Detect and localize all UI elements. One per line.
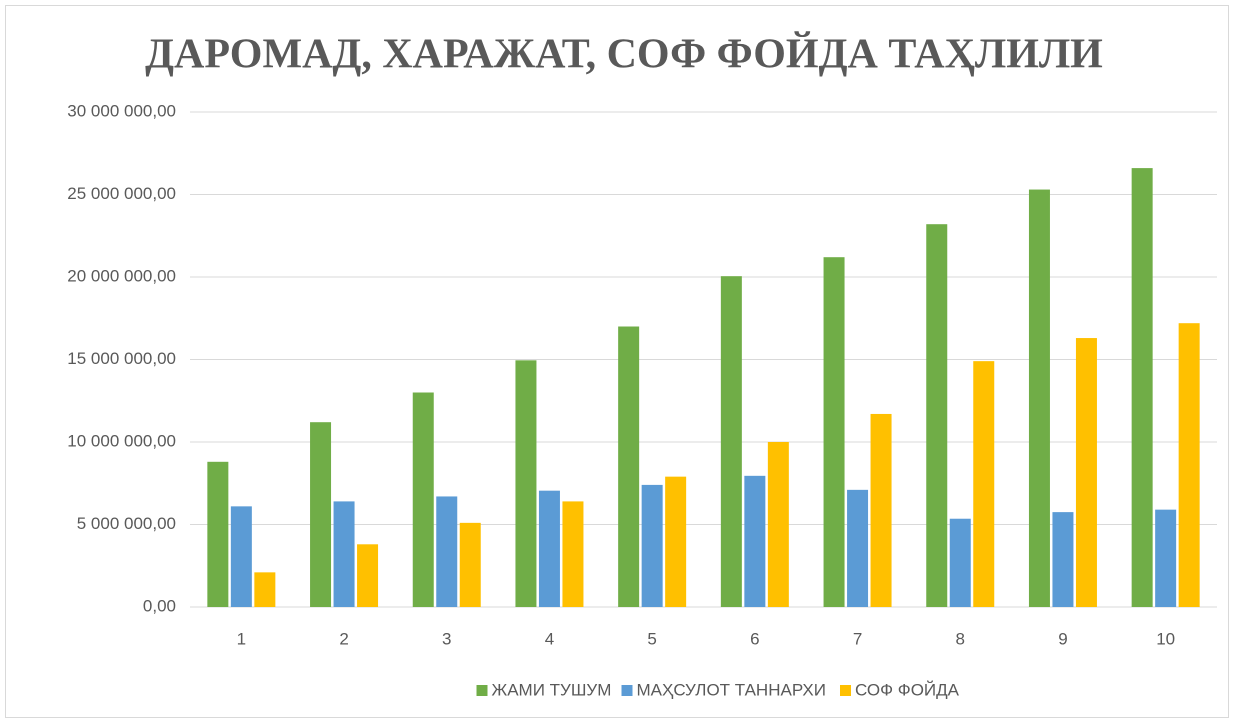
bar bbox=[333, 501, 355, 607]
bar bbox=[310, 422, 332, 607]
legend-label: СОФ ФОЙДА bbox=[855, 680, 960, 699]
bar bbox=[357, 544, 379, 607]
y-tick-label: 30 000 000,00 bbox=[67, 101, 176, 120]
bar bbox=[207, 461, 229, 607]
bar bbox=[230, 506, 252, 607]
x-tick-label: 4 bbox=[545, 629, 554, 648]
bar bbox=[562, 501, 584, 607]
bar bbox=[1155, 509, 1177, 607]
bar bbox=[515, 360, 537, 607]
bar bbox=[436, 496, 458, 607]
x-tick-label: 5 bbox=[647, 629, 656, 648]
x-tick-label: 2 bbox=[339, 629, 348, 648]
y-tick-label: 20 000 000,00 bbox=[67, 266, 176, 285]
bar bbox=[641, 484, 663, 607]
x-tick-label: 7 bbox=[853, 629, 862, 648]
legend-swatch bbox=[476, 685, 488, 696]
chart-title: ДАРОМАД, ХАРАЖАТ, СОФ ФОЙДА ТАҲЛИЛИ bbox=[145, 32, 1103, 78]
x-tick-label: 8 bbox=[956, 629, 965, 648]
x-tick-label: 10 bbox=[1156, 629, 1175, 648]
y-tick-label: 10 000 000,00 bbox=[67, 431, 176, 450]
bar bbox=[538, 490, 560, 607]
bar bbox=[870, 413, 892, 607]
legend-label: ЖАМИ ТУШУМ bbox=[492, 680, 612, 699]
bar bbox=[1075, 338, 1097, 607]
bar bbox=[459, 522, 481, 607]
bar bbox=[665, 476, 687, 607]
bar bbox=[618, 326, 640, 607]
bar bbox=[949, 518, 971, 607]
bar bbox=[1052, 512, 1074, 607]
legend-swatch bbox=[840, 685, 851, 696]
bar bbox=[254, 572, 276, 607]
x-tick-label: 6 bbox=[750, 629, 759, 648]
bar bbox=[847, 489, 869, 607]
legend-label: МАҲСУЛОТ ТАННАРХИ bbox=[637, 680, 826, 699]
y-tick-label: 0,00 bbox=[143, 596, 176, 615]
bar bbox=[1028, 189, 1050, 608]
bar bbox=[767, 442, 789, 607]
bar bbox=[1131, 168, 1153, 607]
bar bbox=[926, 224, 948, 607]
y-tick-label: 5 000 000,00 bbox=[77, 514, 176, 533]
bar bbox=[720, 276, 742, 607]
x-tick-label: 9 bbox=[1058, 629, 1067, 648]
y-tick-label: 25 000 000,00 bbox=[67, 184, 176, 203]
bar bbox=[973, 361, 995, 607]
y-tick-label: 15 000 000,00 bbox=[67, 349, 176, 368]
x-tick-label: 1 bbox=[237, 629, 246, 648]
legend-swatch bbox=[621, 685, 633, 696]
x-tick-label: 3 bbox=[442, 629, 451, 648]
bar bbox=[744, 475, 766, 607]
bar bbox=[1178, 323, 1200, 607]
bar bbox=[412, 392, 434, 607]
bar bbox=[823, 257, 845, 607]
